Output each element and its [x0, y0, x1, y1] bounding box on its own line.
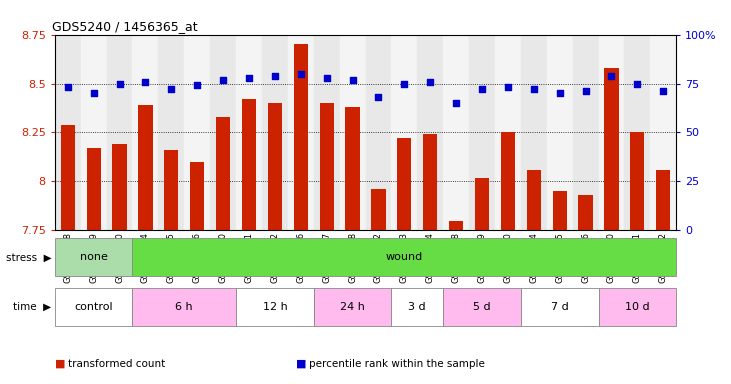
Bar — [553, 191, 567, 230]
Bar — [113, 144, 126, 230]
Point — [554, 90, 566, 96]
Bar — [391, 35, 417, 230]
Bar — [624, 35, 651, 230]
Text: 5 d: 5 d — [473, 302, 491, 312]
Bar — [417, 35, 443, 230]
Bar — [443, 288, 520, 326]
Bar — [371, 189, 385, 230]
Text: percentile rank within the sample: percentile rank within the sample — [309, 359, 485, 369]
Bar — [443, 35, 469, 230]
Point — [580, 88, 591, 94]
Point — [657, 88, 669, 94]
Bar — [210, 35, 236, 230]
Bar — [294, 45, 308, 230]
Text: ■: ■ — [296, 359, 306, 369]
Bar — [526, 170, 541, 230]
Bar — [138, 105, 153, 230]
Bar — [262, 35, 288, 230]
Text: 6 h: 6 h — [175, 302, 193, 312]
Text: 10 d: 10 d — [625, 302, 650, 312]
Bar — [547, 35, 572, 230]
Bar — [164, 150, 178, 230]
Bar — [501, 132, 515, 230]
Text: stress  ▶: stress ▶ — [6, 252, 51, 262]
Bar — [366, 35, 391, 230]
Bar — [340, 35, 366, 230]
Bar — [132, 288, 236, 326]
Text: transformed count: transformed count — [68, 359, 165, 369]
Point — [192, 83, 203, 89]
Bar — [159, 35, 184, 230]
Bar — [469, 35, 495, 230]
Bar — [656, 170, 670, 230]
Bar — [236, 35, 262, 230]
Point — [140, 78, 151, 84]
Text: 12 h: 12 h — [262, 302, 287, 312]
Bar — [216, 117, 230, 230]
Bar — [572, 35, 599, 230]
Bar — [423, 134, 437, 230]
Bar — [605, 68, 618, 230]
Point — [476, 86, 488, 93]
Point — [528, 86, 539, 93]
Bar — [449, 221, 463, 230]
Point — [502, 84, 514, 91]
Bar — [346, 107, 360, 230]
Bar — [520, 35, 547, 230]
Point — [295, 71, 306, 77]
Text: 24 h: 24 h — [340, 302, 365, 312]
Point — [450, 100, 462, 106]
Bar — [630, 132, 645, 230]
Bar — [288, 35, 314, 230]
Bar — [268, 103, 282, 230]
Text: ■: ■ — [55, 359, 65, 369]
Text: 3 d: 3 d — [409, 302, 426, 312]
Point — [269, 73, 281, 79]
Bar — [107, 35, 132, 230]
Bar — [61, 125, 75, 230]
Text: 7 d: 7 d — [550, 302, 569, 312]
Text: control: control — [75, 302, 113, 312]
Bar — [314, 288, 391, 326]
Point — [321, 74, 333, 81]
Bar — [397, 138, 412, 230]
Bar — [319, 103, 334, 230]
Point — [425, 78, 436, 84]
Bar — [578, 195, 593, 230]
Point — [398, 81, 410, 87]
Point — [88, 90, 99, 96]
Bar — [599, 35, 624, 230]
Text: GDS5240 / 1456365_at: GDS5240 / 1456365_at — [52, 20, 197, 33]
Point — [373, 94, 385, 100]
Bar — [495, 35, 520, 230]
Point — [605, 73, 617, 79]
Point — [114, 81, 126, 87]
Bar — [184, 35, 210, 230]
Bar — [521, 288, 599, 326]
Bar — [132, 238, 676, 276]
Text: time  ▶: time ▶ — [13, 302, 51, 312]
Bar — [132, 35, 159, 230]
Bar — [86, 148, 101, 230]
Point — [62, 84, 74, 91]
Bar — [314, 35, 340, 230]
Point — [243, 74, 255, 81]
Point — [346, 76, 358, 83]
Text: wound: wound — [386, 252, 423, 262]
Bar — [55, 288, 132, 326]
Text: none: none — [80, 252, 107, 262]
Bar — [80, 35, 107, 230]
Bar — [599, 288, 676, 326]
Bar — [55, 238, 132, 276]
Point — [217, 76, 229, 83]
Bar — [651, 35, 676, 230]
Bar — [236, 288, 314, 326]
Bar — [391, 288, 443, 326]
Bar — [475, 177, 489, 230]
Bar — [242, 99, 256, 230]
Point — [165, 86, 177, 93]
Point — [632, 81, 643, 87]
Bar — [55, 35, 80, 230]
Bar — [190, 162, 205, 230]
